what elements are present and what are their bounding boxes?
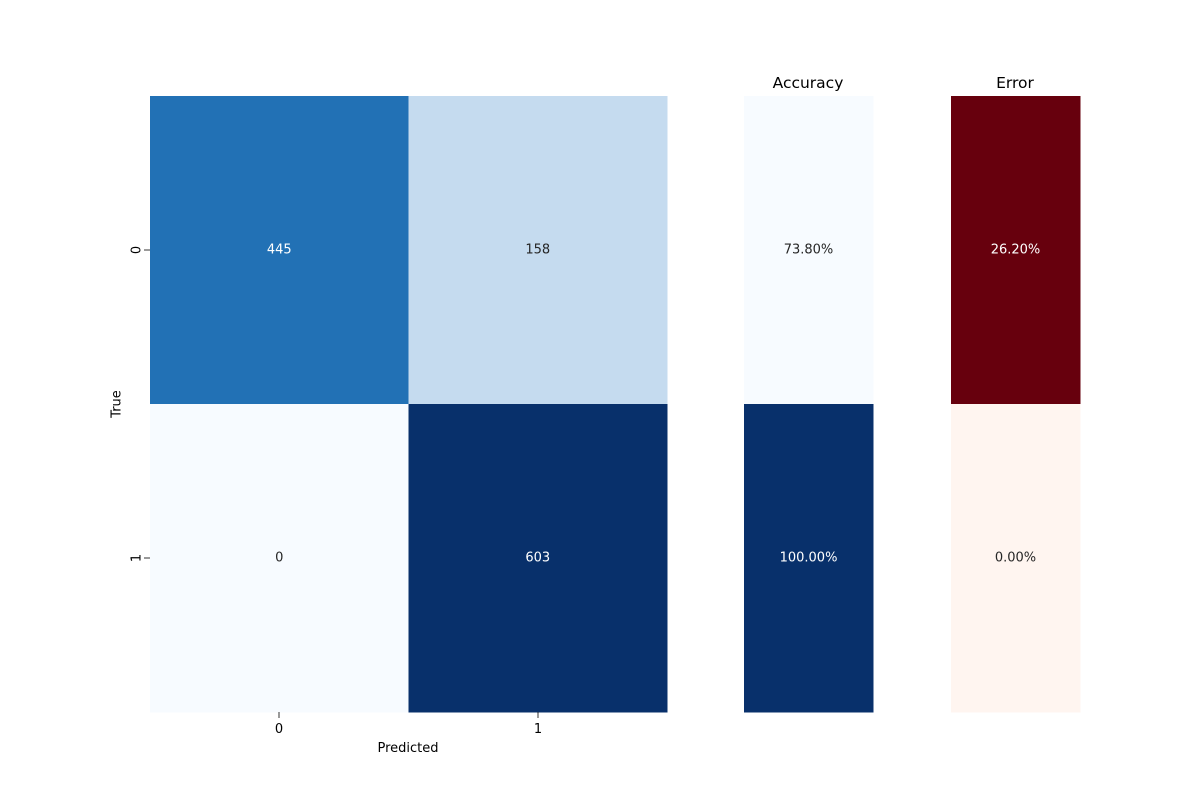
cm-cell-1-0 xyxy=(150,404,409,713)
cm-cell-label-1-0: 0 xyxy=(275,551,283,566)
y-tick-label-1: 1 xyxy=(130,554,145,562)
accuracy-cell-label-0-0: 73.80% xyxy=(784,243,834,258)
error-cell-label-0-0: 26.20% xyxy=(991,243,1041,258)
x-tick-label-1: 1 xyxy=(534,722,542,737)
cm-cell-label-1-1: 603 xyxy=(525,551,550,566)
accuracy-cell-0-0 xyxy=(744,96,874,405)
error-cell-1-0 xyxy=(951,404,1081,713)
cm-cell-1-1 xyxy=(408,404,668,713)
cm-cell-0-0 xyxy=(150,96,409,405)
confusion-matrix-axes: 0 1 0 1 Predicted True xyxy=(110,246,543,756)
cm-cell-0-1 xyxy=(408,96,668,405)
y-tick-label-0: 0 xyxy=(130,246,145,254)
accuracy-cell-label-1-0: 100.00% xyxy=(780,551,838,566)
x-tick-label-0: 0 xyxy=(275,722,283,737)
error-title: Error xyxy=(996,74,1034,92)
y-axis-label: True xyxy=(110,390,125,419)
accuracy-title: Accuracy xyxy=(773,74,844,92)
accuracy-cell-1-0 xyxy=(744,404,874,713)
accuracy-panel: 73.80% 100.00% xyxy=(744,96,874,713)
x-axis-label: Predicted xyxy=(377,741,438,756)
cm-cell-label-0-1: 158 xyxy=(525,243,550,258)
cm-cell-label-0-0: 445 xyxy=(267,243,292,258)
confusion-matrix-panel: 445 158 0 603 xyxy=(150,96,668,713)
error-panel: 26.20% 0.00% xyxy=(951,96,1081,713)
error-cell-0-0 xyxy=(951,96,1081,405)
error-cell-label-1-0: 0.00% xyxy=(995,551,1036,566)
